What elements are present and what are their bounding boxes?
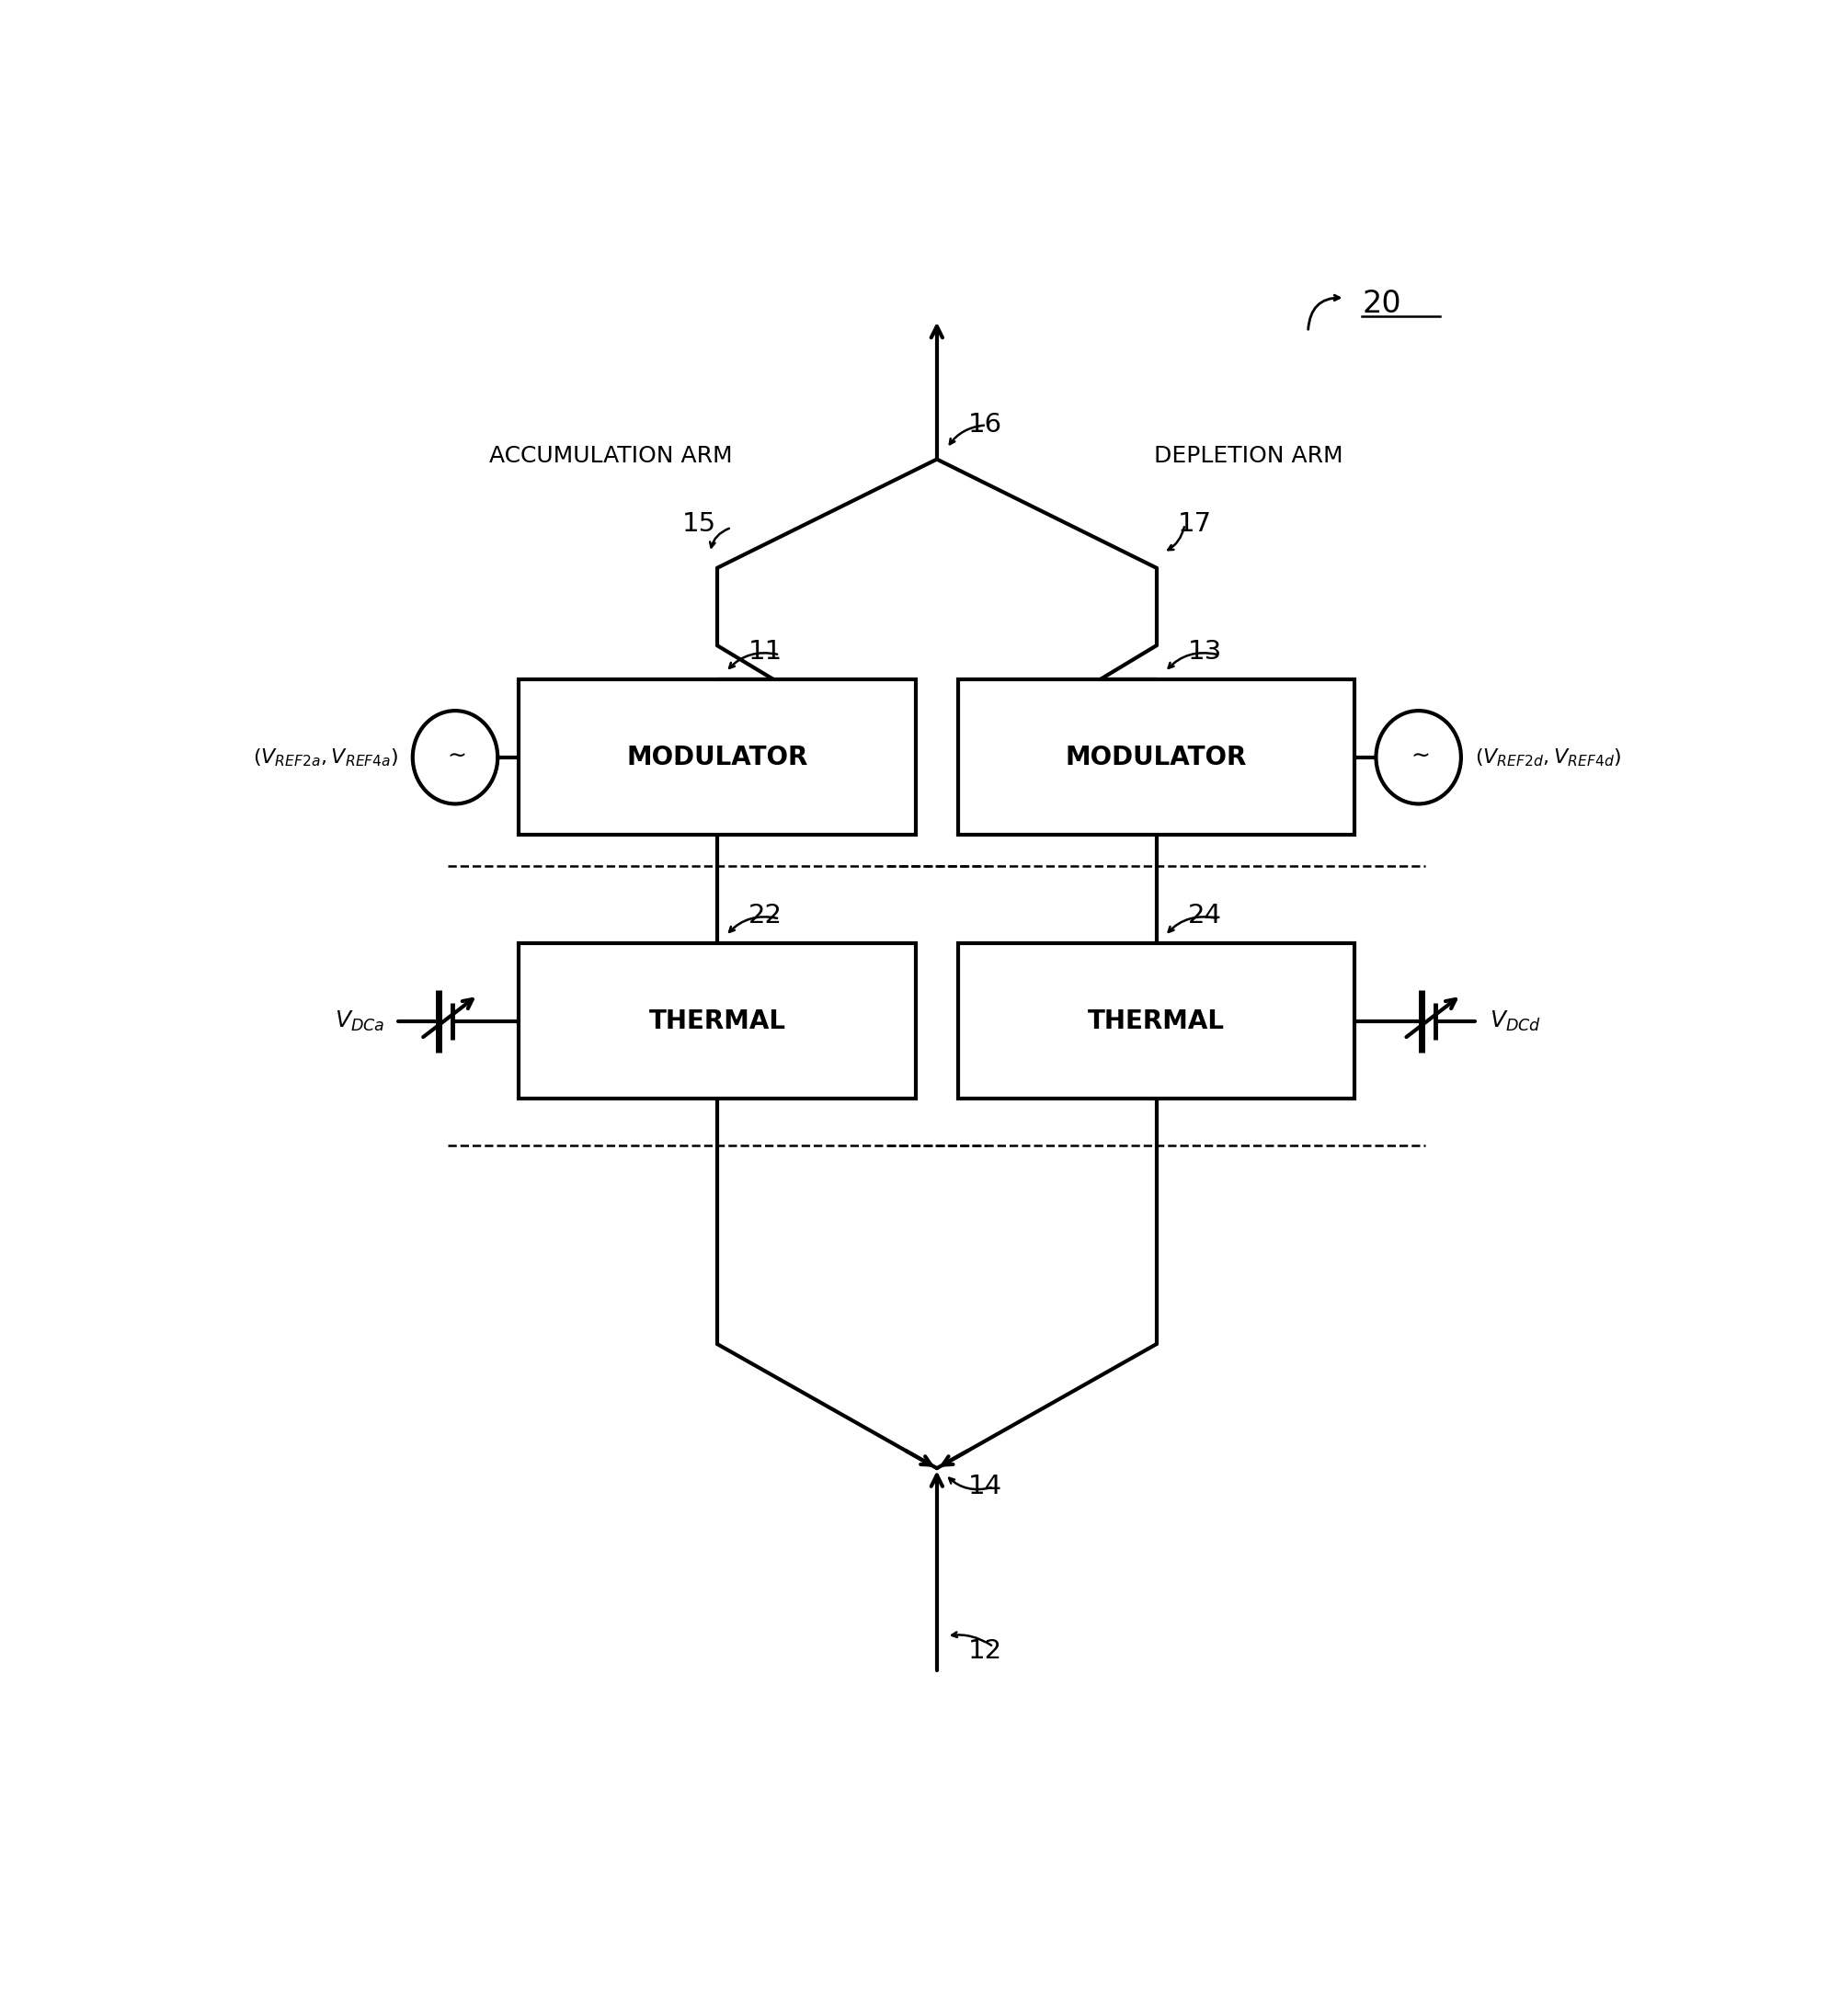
Text: 16: 16 [969, 411, 1002, 437]
Text: 13: 13 [1188, 639, 1221, 665]
Text: DEPLETION ARM: DEPLETION ARM [1153, 446, 1344, 468]
Text: $(V_{REF2a},V_{REF4a})$: $(V_{REF2a},V_{REF4a})$ [252, 746, 399, 768]
Text: THERMAL: THERMAL [1088, 1008, 1225, 1034]
Text: 22: 22 [748, 903, 782, 929]
Text: 20: 20 [1362, 288, 1400, 319]
Bar [519, 943, 916, 1099]
Text: 11: 11 [748, 639, 782, 665]
Bar [958, 679, 1355, 835]
Text: MODULATOR: MODULATOR [1066, 744, 1247, 770]
Text: $(V_{REF2d},V_{REF4d})$: $(V_{REF2d},V_{REF4d})$ [1475, 746, 1621, 768]
Text: 17: 17 [1177, 512, 1212, 538]
Bar [958, 943, 1355, 1099]
Text: 24: 24 [1188, 903, 1221, 929]
Bar [519, 679, 916, 835]
Text: $V_{DCa}$: $V_{DCa}$ [335, 1010, 384, 1034]
Text: THERMAL: THERMAL [649, 1008, 786, 1034]
Text: MODULATOR: MODULATOR [627, 744, 808, 770]
Text: $\sim$: $\sim$ [1408, 744, 1429, 766]
Text: ACCUMULATION ARM: ACCUMULATION ARM [490, 446, 733, 468]
Text: $\sim$: $\sim$ [444, 744, 466, 766]
Text: 15: 15 [682, 512, 717, 538]
Text: 14: 14 [969, 1474, 1002, 1500]
Text: 12: 12 [969, 1639, 1002, 1665]
Text: $V_{DCd}$: $V_{DCd}$ [1490, 1010, 1541, 1034]
